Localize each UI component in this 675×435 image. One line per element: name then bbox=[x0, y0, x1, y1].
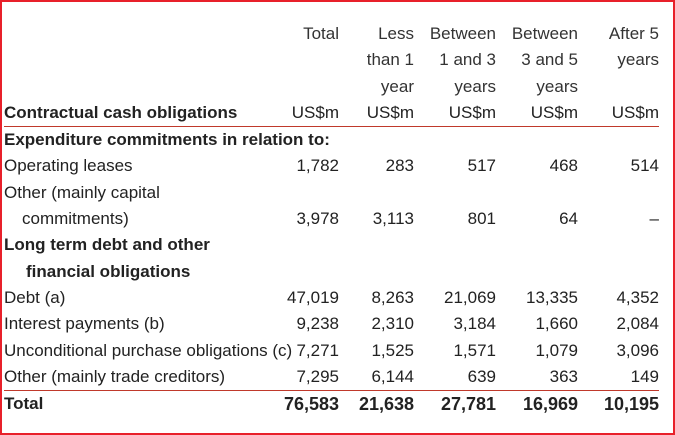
header-after-5: After 5 years bbox=[578, 21, 659, 100]
total-value: 76,583 bbox=[274, 390, 339, 418]
cell-value: 363 bbox=[549, 366, 578, 386]
row-label: Other (mainly trade creditors) bbox=[4, 366, 226, 386]
unit-cell: US$m bbox=[339, 99, 414, 128]
table-row: Other (mainly trade creditors) 7,295 6,1… bbox=[4, 364, 659, 391]
total-value: 10,195 bbox=[578, 390, 659, 418]
row-label-cont: commitments) bbox=[22, 209, 129, 229]
header-b35-line2: 3 and 5 bbox=[521, 50, 578, 70]
header-less-line2: than 1 bbox=[366, 50, 414, 70]
header-between-1-3: Between 1 and 3 years bbox=[414, 21, 496, 100]
section-expenditure: Expenditure commitments in relation to: bbox=[4, 130, 330, 150]
cell-value: 8,263 bbox=[371, 287, 414, 307]
cell-value: 1,525 bbox=[371, 340, 414, 360]
cell-value: 468 bbox=[549, 156, 578, 176]
section-financial-obligations: financial obligations bbox=[26, 261, 191, 281]
header-after-line1: After 5 bbox=[608, 24, 659, 43]
cell-value: 149 bbox=[630, 366, 659, 386]
cell-value: – bbox=[649, 209, 659, 229]
header-b13-line2: 1 and 3 bbox=[439, 50, 496, 70]
section-row: Expenditure commitments in relation to: bbox=[4, 127, 659, 154]
header-b35-line1: Between bbox=[511, 24, 578, 43]
total-label: Total bbox=[4, 390, 274, 418]
cell-value: 1,660 bbox=[535, 314, 578, 334]
table-row: Other (mainly capital bbox=[4, 180, 659, 206]
cell-value: 3,096 bbox=[616, 340, 659, 360]
unit-cell: US$m bbox=[274, 99, 339, 128]
table-row: Debt (a) 47,019 8,263 21,069 13,335 4,35… bbox=[4, 285, 659, 311]
header-b35-line3: years bbox=[536, 76, 578, 96]
cell-value: 13,335 bbox=[526, 287, 578, 307]
cell-value: 4,352 bbox=[616, 287, 659, 307]
row-label: Unconditional purchase obligations (c) bbox=[4, 340, 293, 360]
cell-value: 7,271 bbox=[296, 340, 339, 360]
unit-cell: US$m bbox=[578, 99, 659, 128]
section-row: Long term debt and other bbox=[4, 232, 659, 258]
cell-value: 801 bbox=[467, 209, 496, 229]
header-between-3-5: Between 3 and 5 years bbox=[496, 21, 578, 100]
header-less-line1: Less bbox=[378, 24, 414, 43]
unit-cell: US$m bbox=[496, 99, 578, 128]
header-after-line2: years bbox=[617, 50, 659, 70]
header-b13-line3: years bbox=[454, 76, 496, 96]
header-less-line3: year bbox=[380, 76, 414, 96]
cell-value: 9,238 bbox=[296, 314, 339, 334]
cell-value: 1,571 bbox=[453, 340, 496, 360]
header-blank bbox=[4, 21, 274, 100]
cell-value: 517 bbox=[467, 156, 496, 176]
cell-value: 64 bbox=[559, 209, 578, 229]
header-spacer bbox=[578, 74, 659, 100]
header-spacer bbox=[274, 47, 339, 73]
cell-value: 7,295 bbox=[296, 366, 339, 386]
table-row: Operating leases 1,782 283 517 468 514 bbox=[4, 153, 659, 179]
header-b13-line1: Between bbox=[429, 24, 496, 43]
cell-value: 283 bbox=[385, 156, 414, 176]
unit-row: Contractual cash obligations US$m US$m U… bbox=[4, 99, 659, 128]
table-row: Unconditional purchase obligations (c) 7… bbox=[4, 338, 659, 364]
cell-value: 514 bbox=[630, 156, 659, 176]
cell-value: 3,184 bbox=[453, 314, 496, 334]
section-long-term-debt: Long term debt and other bbox=[4, 235, 210, 255]
cell-value: 2,310 bbox=[371, 314, 414, 334]
cell-value: 6,144 bbox=[371, 366, 414, 386]
section-row: financial obligations bbox=[4, 259, 659, 285]
cell-value: 3,113 bbox=[372, 209, 414, 229]
total-row: Total 76,583 21,638 27,781 16,969 10,195 bbox=[4, 390, 659, 418]
header-row: Total Less than 1 year Between 1 and 3 y… bbox=[4, 21, 659, 100]
row-label: Debt (a) bbox=[4, 287, 66, 307]
cell-value: 3,978 bbox=[296, 209, 339, 229]
header-total: Total bbox=[274, 21, 339, 100]
contractual-obligations-table: Total Less than 1 year Between 1 and 3 y… bbox=[4, 21, 659, 418]
cell-value: 639 bbox=[467, 366, 496, 386]
total-value: 16,969 bbox=[496, 390, 578, 418]
header-less-than-1: Less than 1 year bbox=[339, 21, 414, 100]
header-spacer bbox=[274, 74, 339, 100]
total-value: 21,638 bbox=[339, 390, 414, 418]
header-total-line: Total bbox=[303, 24, 339, 43]
cell-value: 1,079 bbox=[535, 340, 578, 360]
row-label: Other (mainly capital bbox=[4, 182, 160, 202]
row-label: Operating leases bbox=[4, 156, 133, 176]
cell-value: 1,782 bbox=[296, 156, 339, 176]
cell-value: 47,019 bbox=[287, 287, 339, 307]
cell-value: 21,069 bbox=[444, 287, 496, 307]
total-value: 27,781 bbox=[414, 390, 496, 418]
contractual-label: Contractual cash obligations bbox=[4, 99, 274, 128]
unit-cell: US$m bbox=[414, 99, 496, 128]
row-label: Interest payments (b) bbox=[4, 314, 165, 334]
cell-value: 2,084 bbox=[616, 314, 659, 334]
table-row: Interest payments (b) 9,238 2,310 3,184 … bbox=[4, 311, 659, 337]
table-row: commitments) 3,978 3,113 801 64 – bbox=[4, 206, 659, 232]
